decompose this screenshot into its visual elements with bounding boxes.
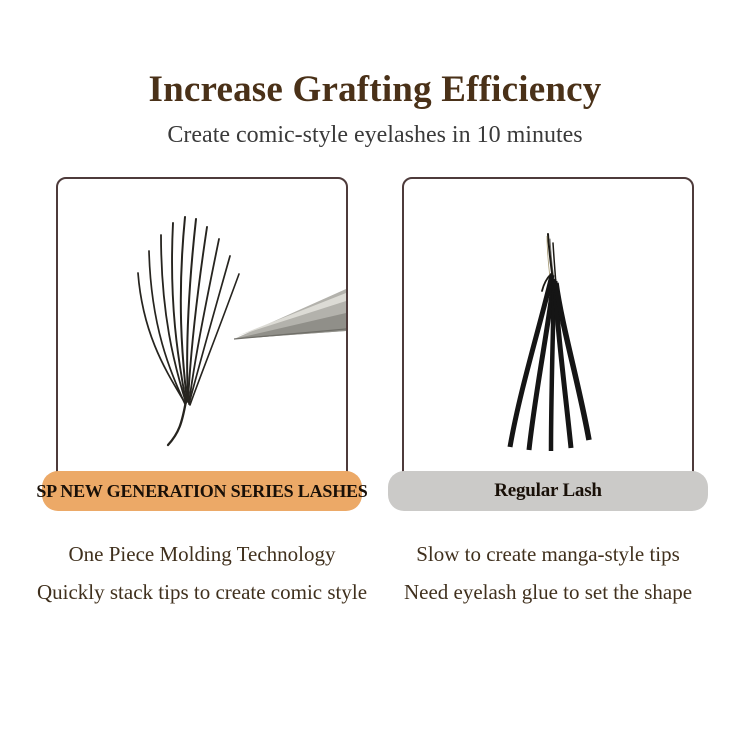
- regular-lash-image: [507, 233, 592, 452]
- page-title: Increase Grafting Efficiency: [148, 69, 602, 110]
- regular-lash-caption: Slow to create manga-style tips Need eye…: [404, 535, 692, 611]
- tweezers-icon: [233, 289, 346, 340]
- column-sp-lashes: SP NEW GENERATION SERIES LASHES One Piec…: [36, 177, 368, 611]
- sp-lash-badge: SP NEW GENERATION SERIES LASHES: [36, 471, 368, 512]
- caption-line: One Piece Molding Technology: [68, 542, 336, 567]
- header: Increase Grafting Efficiency Create comi…: [0, 0, 750, 148]
- column-regular-lash: Regular Lash Slow to create manga-style …: [388, 177, 708, 611]
- sp-lash-panel: [56, 177, 348, 500]
- regular-lash-badge: Regular Lash: [388, 471, 708, 512]
- page-subtitle: Create comic-style eyelashes in 10 minut…: [167, 121, 583, 148]
- regular-lash-panel: [402, 177, 694, 500]
- caption-line: Quickly stack tips to create comic style: [36, 580, 368, 605]
- sp-lash-caption: One Piece Molding Technology Quickly sta…: [37, 535, 367, 611]
- lash-fan-image: [137, 216, 346, 447]
- caption-line: Slow to create manga-style tips: [416, 542, 680, 567]
- comparison-columns: SP NEW GENERATION SERIES LASHES One Piec…: [0, 177, 750, 611]
- caption-line: Need eyelash glue to set the shape: [403, 580, 693, 605]
